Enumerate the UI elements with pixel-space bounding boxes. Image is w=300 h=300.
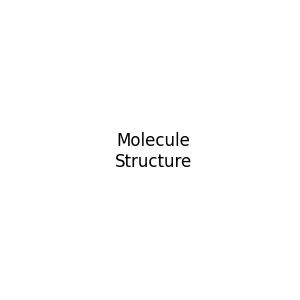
Text: Molecule
Structure: Molecule Structure xyxy=(115,132,192,171)
